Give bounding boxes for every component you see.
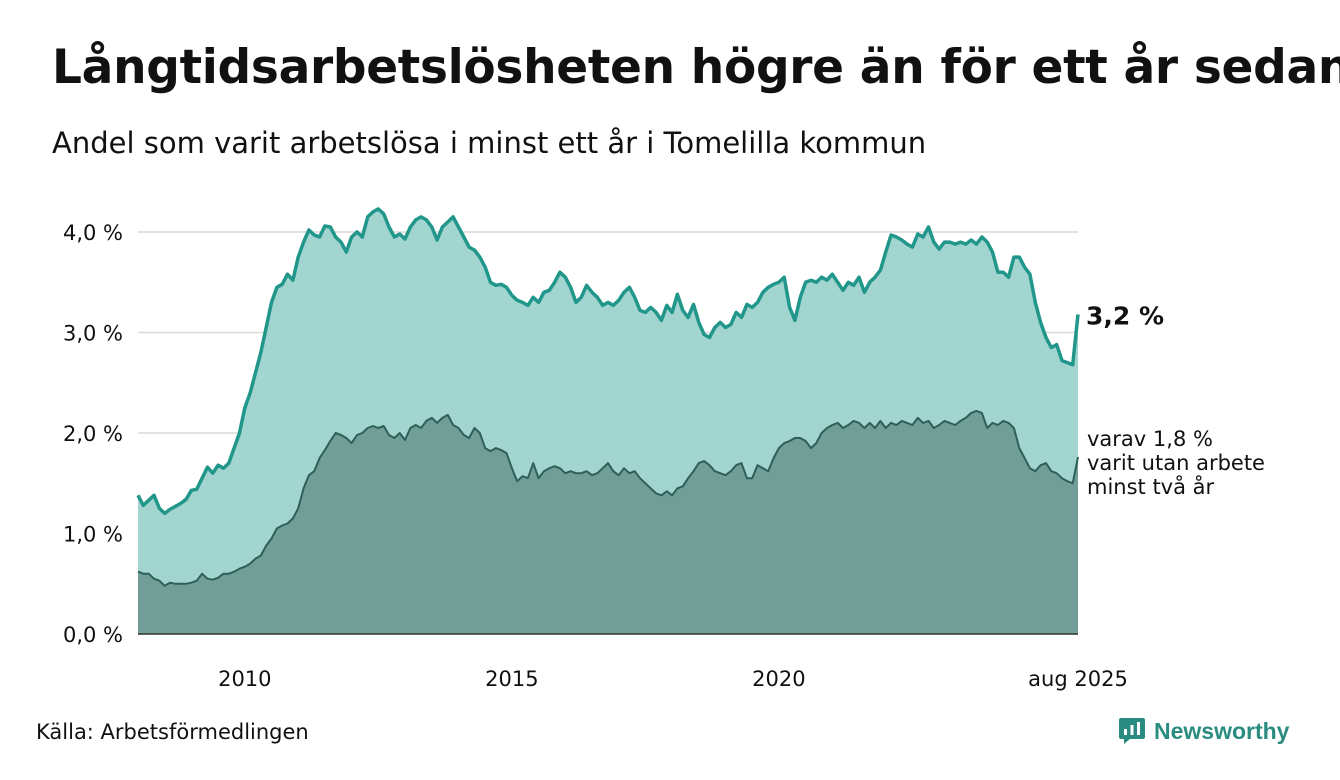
source-note: Källa: Arbetsförmedlingen	[36, 720, 309, 744]
lower-series-line	[137, 409, 1079, 587]
brand-name: Newsworthy	[1154, 717, 1290, 744]
lower-series-label-line: varit utan arbete	[1087, 451, 1265, 475]
y-tick-label: 2,0 %	[63, 422, 123, 446]
chart-subtitle: Andel som varit arbetslösa i minst ett å…	[52, 126, 927, 160]
brand-logo: Newsworthy	[1118, 714, 1289, 748]
y-tick-label: 1,0 %	[63, 523, 123, 547]
x-tick-label: 2020	[752, 667, 805, 691]
y-axis-ticks: 0,0 % 1,0 % 2,0 % 3,0 % 4,0 %	[63, 221, 123, 647]
area-chart: 0,0 % 1,0 % 2,0 % 3,0 % 4,0 % 2010 2015 2020 au…	[63, 207, 1265, 691]
x-tick-label: 2010	[218, 667, 271, 691]
lower-series-label-line: varav 1,8 %	[1087, 427, 1213, 451]
y-tick-label: 3,0 %	[63, 322, 123, 346]
x-axis-ticks: 2010 2015 2020 aug 2025	[218, 667, 1128, 691]
lower-series-area	[138, 410, 1078, 634]
upper-series-line	[136, 207, 1080, 516]
chart-title: Långtidsarbetslösheten högre än för ett …	[52, 40, 1340, 95]
upper-series-end-label: 3,2 %	[1086, 301, 1164, 330]
newsworthy-logo-icon	[1119, 718, 1145, 744]
y-tick-label: 4,0 %	[63, 221, 123, 245]
x-tick-label: 2015	[485, 667, 538, 691]
y-tick-label: 0,0 %	[63, 623, 123, 647]
x-tick-label: aug 2025	[1028, 667, 1128, 691]
lower-series-label-line: minst två år	[1087, 474, 1215, 499]
